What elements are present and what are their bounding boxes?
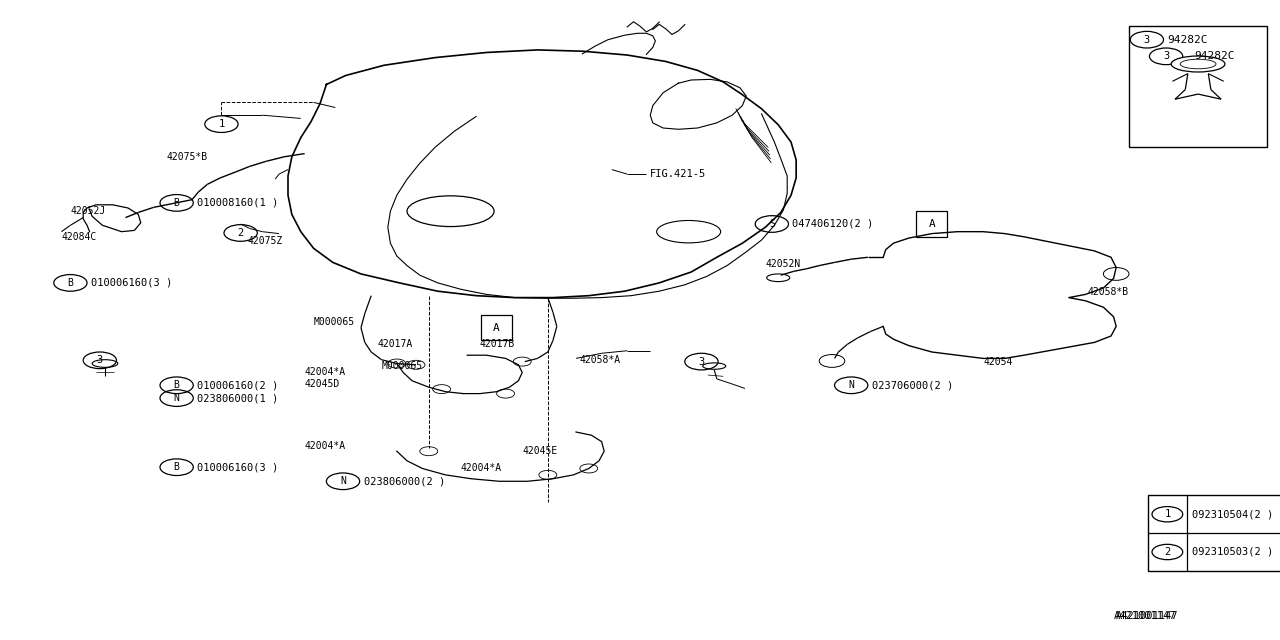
Text: 092310504(2 ): 092310504(2 ) bbox=[1192, 509, 1272, 519]
Text: 42004*A: 42004*A bbox=[461, 463, 502, 474]
Text: B: B bbox=[174, 198, 179, 208]
Text: 3: 3 bbox=[1144, 35, 1149, 45]
Text: 42052J: 42052J bbox=[70, 206, 106, 216]
Text: 42058*B: 42058*B bbox=[1088, 287, 1129, 298]
Text: 42084C: 42084C bbox=[61, 232, 97, 242]
Text: 42075*B: 42075*B bbox=[166, 152, 207, 162]
Text: A421001147: A421001147 bbox=[1116, 611, 1179, 621]
Text: 42017A: 42017A bbox=[378, 339, 413, 349]
Text: 42058*A: 42058*A bbox=[580, 355, 621, 365]
Text: 42045D: 42045D bbox=[305, 379, 340, 389]
Text: 94282C: 94282C bbox=[1194, 51, 1235, 61]
Bar bbox=[1148, 495, 1280, 571]
Text: 3: 3 bbox=[1164, 51, 1169, 61]
Text: 092310503(2 ): 092310503(2 ) bbox=[1192, 547, 1272, 557]
Text: 3: 3 bbox=[699, 356, 704, 367]
Text: 42052N: 42052N bbox=[765, 259, 801, 269]
Ellipse shape bbox=[1171, 56, 1225, 72]
Text: 023806000(1 ): 023806000(1 ) bbox=[197, 393, 278, 403]
Text: 1: 1 bbox=[1165, 509, 1170, 519]
Text: 42017B: 42017B bbox=[480, 339, 516, 349]
Text: A421001147: A421001147 bbox=[1114, 611, 1176, 621]
Bar bbox=[916, 211, 947, 237]
Text: A: A bbox=[493, 323, 500, 333]
Text: M000065: M000065 bbox=[381, 361, 422, 371]
Text: 42054: 42054 bbox=[983, 356, 1012, 367]
Text: 010006160(3 ): 010006160(3 ) bbox=[91, 278, 172, 288]
Text: 3: 3 bbox=[97, 355, 102, 365]
Text: A: A bbox=[928, 219, 936, 229]
Text: B: B bbox=[174, 380, 179, 390]
Text: 2: 2 bbox=[1165, 547, 1170, 557]
Text: 42075Z: 42075Z bbox=[247, 236, 283, 246]
Text: 010006160(3 ): 010006160(3 ) bbox=[197, 462, 278, 472]
Text: N: N bbox=[340, 476, 346, 486]
Text: 1: 1 bbox=[219, 119, 224, 129]
Text: 42004*A: 42004*A bbox=[305, 441, 346, 451]
Text: 023706000(2 ): 023706000(2 ) bbox=[872, 380, 952, 390]
Text: 94282C: 94282C bbox=[1167, 35, 1208, 45]
Text: N: N bbox=[849, 380, 854, 390]
Text: 047406120(2 ): 047406120(2 ) bbox=[792, 219, 873, 229]
Text: 010008160(1 ): 010008160(1 ) bbox=[197, 198, 278, 208]
Text: S: S bbox=[769, 219, 774, 229]
Text: 42045E: 42045E bbox=[522, 446, 558, 456]
Text: B: B bbox=[174, 462, 179, 472]
Text: 2: 2 bbox=[238, 228, 243, 238]
Text: N: N bbox=[174, 393, 179, 403]
Bar bbox=[481, 315, 512, 340]
Text: FIG.421-5: FIG.421-5 bbox=[650, 169, 707, 179]
Text: 42004*A: 42004*A bbox=[305, 367, 346, 378]
Bar bbox=[1129, 26, 1267, 147]
Text: 010006160(2 ): 010006160(2 ) bbox=[197, 380, 278, 390]
Text: 023806000(2 ): 023806000(2 ) bbox=[364, 476, 444, 486]
Text: M000065: M000065 bbox=[314, 317, 355, 327]
Text: B: B bbox=[68, 278, 73, 288]
